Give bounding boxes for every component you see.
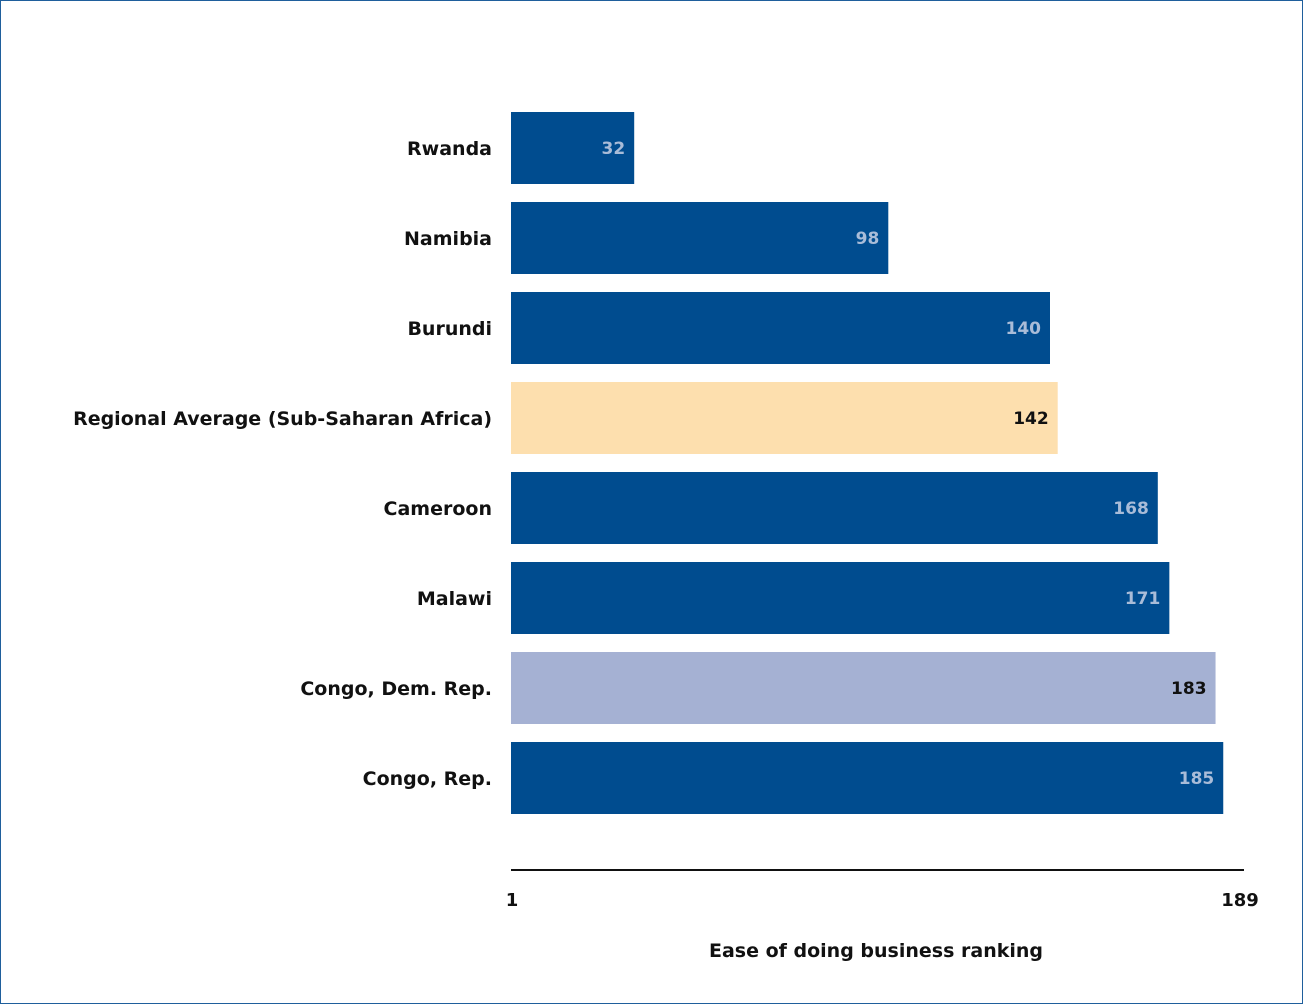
value-label-congo-rep: 185 (1179, 769, 1215, 789)
value-label-rwanda: 32 (602, 139, 626, 159)
value-label-namibia: 98 (856, 229, 880, 249)
category-label-rwanda: Rwanda (407, 138, 492, 160)
value-label-congo-dem-rep: 183 (1171, 679, 1207, 699)
value-label-burundi: 140 (1006, 319, 1042, 339)
category-label-namibia: Namibia (404, 228, 492, 250)
value-label-cameroon: 168 (1113, 499, 1149, 519)
bar-congo-rep (511, 742, 1224, 814)
value-label-regional-average-sub-saharan-africa: 142 (1013, 409, 1049, 429)
category-labels: Rwanda Namibia Burundi Regional Average (Su… (73, 138, 492, 790)
bar-congo-dem-rep (511, 652, 1216, 724)
value-labels: 32 98 140 142 168 171 183 185 (602, 139, 1215, 789)
value-label-malawi: 171 (1125, 589, 1161, 609)
category-label-congo-dem-rep: Congo, Dem. Rep. (300, 678, 492, 700)
bars-group (511, 112, 1224, 814)
x-tick-label-min: 1 (506, 890, 519, 911)
bar-namibia (511, 202, 889, 274)
category-label-malawi: Malawi (417, 588, 492, 610)
bar-burundi (511, 292, 1050, 364)
category-label-regional-average-sub-saharan-africa: Regional Average (Sub-Saharan Africa) (73, 408, 492, 430)
x-axis-title: Ease of doing business ranking (709, 940, 1043, 962)
category-label-congo-rep: Congo, Rep. (363, 768, 492, 790)
bar-malawi (511, 562, 1170, 634)
x-tick-label-max: 189 (1221, 890, 1259, 911)
bar-cameroon (511, 472, 1158, 544)
bar-rwanda (511, 112, 635, 184)
category-label-burundi: Burundi (407, 318, 492, 340)
bar-regional-average-sub-saharan-africa (511, 382, 1058, 454)
category-label-cameroon: Cameroon (384, 498, 492, 520)
